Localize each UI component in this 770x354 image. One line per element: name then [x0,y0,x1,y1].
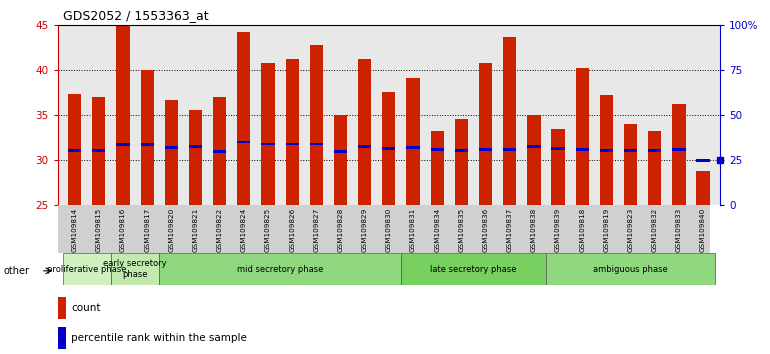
Bar [58,327,66,349]
Text: GSM109820: GSM109820 [169,208,174,252]
Bar [407,78,420,205]
Bar [696,159,710,161]
Text: GSM109834: GSM109834 [434,208,440,252]
Text: GDS2052 / 1553363_at: GDS2052 / 1553363_at [63,9,209,22]
Text: GSM109826: GSM109826 [290,208,295,252]
Text: count: count [71,303,101,313]
Bar [551,129,564,205]
Bar [213,150,226,153]
Text: GSM109830: GSM109830 [386,208,392,252]
Bar [165,146,178,149]
Bar [401,253,546,285]
Text: GSM109821: GSM109821 [192,208,199,252]
Bar [237,32,250,205]
Text: GSM109832: GSM109832 [651,208,658,252]
Bar [672,148,685,151]
Bar [58,297,66,319]
Text: GSM109836: GSM109836 [483,208,488,252]
Bar [358,59,371,205]
Bar [527,145,541,148]
Text: GSM109817: GSM109817 [144,208,150,252]
Bar [261,63,275,205]
Bar [624,149,638,152]
Text: GSM109829: GSM109829 [362,208,368,252]
Bar [455,119,468,205]
Text: mid secretory phase: mid secretory phase [237,264,323,274]
Bar [696,171,710,205]
Bar [213,97,226,205]
Text: GSM109837: GSM109837 [507,208,513,252]
Text: GSM109838: GSM109838 [531,208,537,252]
Bar [503,148,517,151]
Text: GSM109840: GSM109840 [700,208,706,252]
Bar [527,115,541,205]
Bar [479,148,492,151]
Bar [141,70,154,205]
Bar [286,59,299,205]
Bar [310,45,323,205]
Bar [600,95,613,205]
Bar [141,143,154,146]
Bar [546,253,715,285]
Bar [111,253,159,285]
Text: GSM109835: GSM109835 [458,208,464,252]
Bar [430,148,444,151]
Text: early secretory
phase: early secretory phase [103,259,167,279]
Text: GSM109827: GSM109827 [313,208,320,252]
Text: GSM109825: GSM109825 [265,208,271,252]
Bar [189,145,203,148]
Bar [62,253,111,285]
Bar [551,147,564,150]
Bar [479,63,492,205]
Bar [430,131,444,205]
Text: late secretory phase: late secretory phase [430,264,517,274]
Text: ambiguous phase: ambiguous phase [593,264,668,274]
Bar [600,149,613,152]
Bar [575,148,589,151]
Bar [575,68,589,205]
Bar [648,149,661,152]
Bar [672,104,685,205]
Bar [382,92,396,205]
Bar [624,124,638,205]
Bar [189,110,203,205]
Text: proliferative phase: proliferative phase [47,264,126,274]
Text: GSM109818: GSM109818 [579,208,585,252]
Bar [407,146,420,149]
Bar [310,143,323,145]
Bar [648,131,661,205]
Text: other: other [4,266,30,276]
Text: GSM109816: GSM109816 [120,208,126,252]
Bar [116,25,129,205]
Text: GSM109814: GSM109814 [72,208,78,252]
Bar [334,115,347,205]
Text: GSM109815: GSM109815 [95,208,102,252]
Bar [334,150,347,153]
Text: GSM109823: GSM109823 [628,208,634,252]
Text: GSM109824: GSM109824 [241,208,247,252]
Text: percentile rank within the sample: percentile rank within the sample [71,333,247,343]
Bar [68,149,82,152]
Bar [92,149,105,152]
Bar [165,100,178,205]
Text: GSM109833: GSM109833 [676,208,682,252]
Text: GSM109819: GSM109819 [604,208,609,252]
Bar [116,143,129,146]
Bar [455,149,468,152]
Bar [382,147,396,150]
Text: GSM109831: GSM109831 [410,208,416,252]
Bar [237,141,250,143]
Text: GSM109828: GSM109828 [337,208,343,252]
Bar [286,143,299,145]
Bar [261,143,275,145]
Text: GSM109839: GSM109839 [555,208,561,252]
Bar [92,97,105,205]
Bar [358,145,371,148]
Text: GSM109822: GSM109822 [216,208,223,252]
Bar [503,38,517,205]
Bar [68,94,82,205]
Bar [159,253,401,285]
